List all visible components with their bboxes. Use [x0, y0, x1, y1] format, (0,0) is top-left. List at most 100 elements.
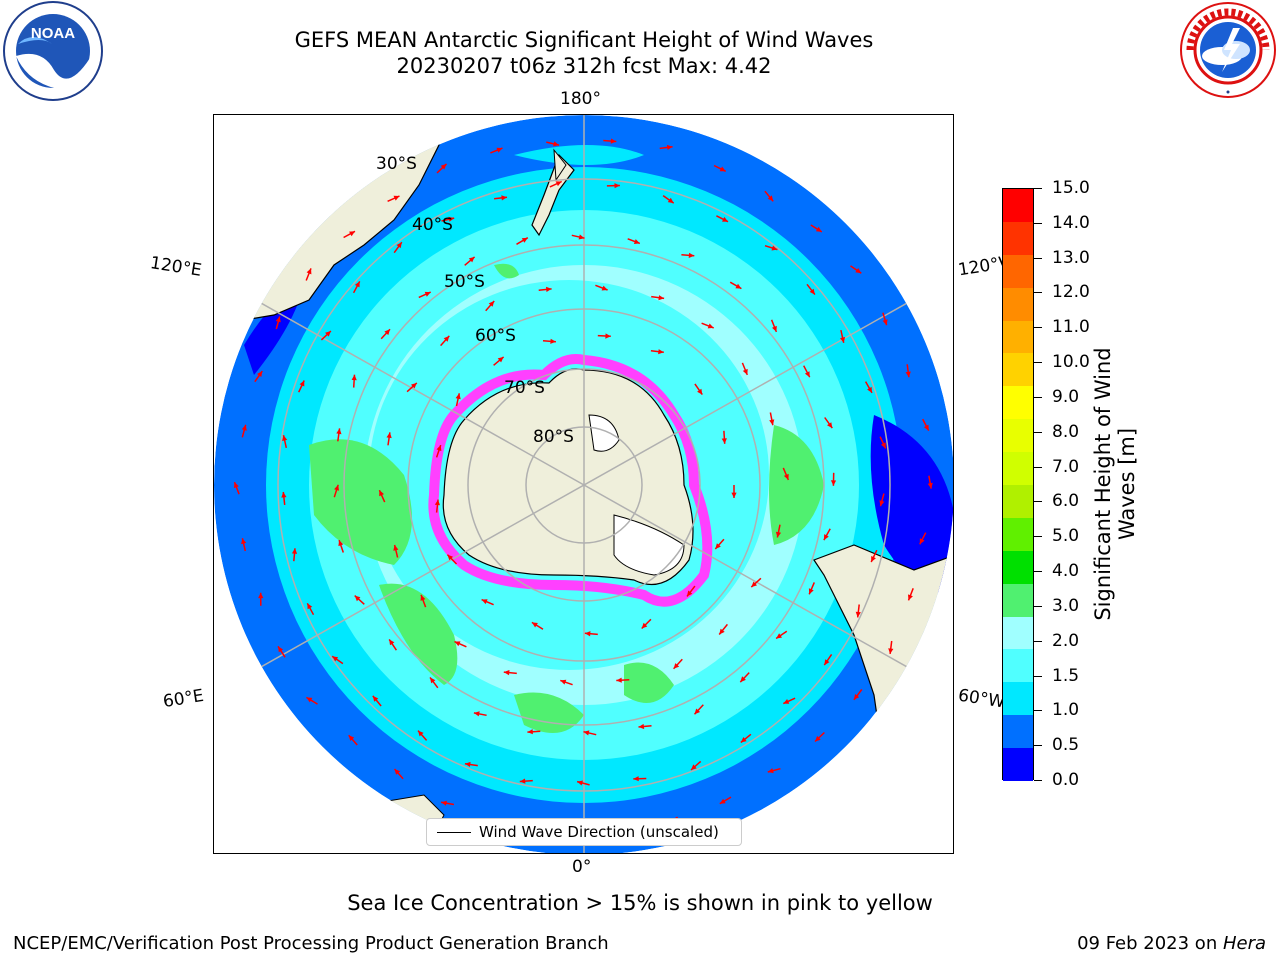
wind-arrow-head	[840, 337, 846, 343]
wind-arrow-head	[667, 197, 674, 204]
wind-arrow-head	[278, 646, 284, 653]
wind-arrow-head	[855, 268, 862, 274]
colorbar-tick-label: 2.0	[1052, 630, 1080, 651]
wind-arrow-head	[443, 335, 450, 342]
wind-arrow-head	[351, 374, 357, 381]
wind-arrow-head	[697, 388, 703, 395]
colorbar-segment	[1003, 485, 1033, 519]
wind-arrow-head	[389, 639, 395, 646]
colorbar-tick-label: 0.0	[1052, 770, 1080, 790]
lon-label-180: 180°	[560, 89, 601, 109]
lat-label-80s: 80°S	[533, 427, 574, 447]
wind-arrow-head	[550, 338, 556, 344]
wind-arrow-head	[334, 484, 339, 491]
wind-arrow-head	[441, 800, 447, 806]
colorbar-tick	[1034, 675, 1042, 677]
colorbar-tick-label: 0.5	[1052, 735, 1080, 756]
wind-arrow-head	[577, 780, 583, 786]
wind-arrow-head	[691, 764, 697, 770]
wind-arrow-head	[633, 239, 640, 244]
wind-arrow-head	[299, 380, 305, 387]
wind-arrow-head	[325, 331, 331, 337]
colorbar-tick	[1034, 571, 1042, 573]
wind-arrow-head	[827, 422, 833, 429]
colorbar-tick	[1034, 396, 1042, 398]
colorbar-tick	[1034, 605, 1042, 607]
wind-arrow-head	[830, 480, 837, 486]
wind-arrow-head	[447, 554, 453, 561]
sea-ice-edge	[428, 354, 713, 607]
wind-arrow-head	[687, 590, 693, 597]
wind-arrow-head	[241, 538, 247, 545]
wind-arrow-head	[234, 482, 239, 489]
wind-arrow-head	[735, 283, 742, 289]
wind-arrow-head	[354, 281, 360, 288]
legend-line-swatch	[437, 831, 471, 833]
wind-arrow-head	[291, 548, 298, 554]
wave-patch-west	[309, 439, 412, 565]
wind-arrow-head	[638, 723, 645, 730]
colorbar-tick-label: 8.0	[1052, 421, 1080, 442]
wind-arrow-head	[372, 695, 379, 702]
wind-arrow-head	[521, 237, 528, 243]
colorbar-tick	[1034, 292, 1042, 294]
wind-arrow-head	[905, 371, 911, 378]
wind-arrow-head	[888, 648, 894, 654]
lat-label-60s: 60°S	[475, 326, 516, 346]
wind-arrow-head	[740, 737, 747, 743]
nws-logo	[1180, 2, 1276, 98]
map-canvas: 30°S 40°S 50°S 60°S 70°S 80°S	[214, 115, 953, 853]
colorbar-tick-label: 1.5	[1052, 665, 1080, 686]
wind-arrow-head	[605, 333, 611, 339]
wind-arrow-head	[241, 424, 247, 431]
colorbar-segment	[1003, 649, 1033, 683]
wind-arrow-head	[583, 730, 590, 736]
wind-arrow-head	[420, 594, 426, 601]
wind-arrow-head	[867, 386, 872, 393]
lon-label-120e: 120°E	[148, 253, 203, 281]
colorbar-segment	[1003, 748, 1033, 782]
colorbar-tick-label: 15.0	[1052, 178, 1090, 198]
wind-arrow-head	[721, 438, 727, 444]
deep-water-east	[870, 415, 953, 595]
wind-arrow-head	[546, 286, 552, 292]
colorbar-segment	[1003, 254, 1033, 289]
wind-arrow-head	[348, 735, 355, 741]
wind-arrow-head	[775, 531, 782, 538]
wind-arrow-head	[823, 534, 829, 541]
wind-arrow-head	[306, 697, 313, 703]
colorbar-tick	[1034, 327, 1042, 329]
wind-arrow-head	[468, 256, 475, 263]
wind-arrow-head	[527, 729, 533, 735]
wind-arrow-head	[336, 428, 342, 435]
wind-arrow-head	[804, 371, 810, 378]
wind-arrow-head	[809, 288, 815, 295]
colorbar-segment	[1003, 583, 1033, 618]
colorbar-segment	[1003, 682, 1033, 716]
colorbar-tick-label: 14.0	[1052, 212, 1090, 233]
wind-arrow-head	[497, 356, 504, 363]
wind-arrow-head	[658, 295, 665, 301]
colorbar-segment	[1003, 517, 1033, 552]
colorbar-tick	[1034, 536, 1042, 538]
wind-arrow-head	[824, 659, 830, 666]
wind-arrow-head	[616, 677, 622, 683]
colorbar-tick	[1034, 780, 1042, 781]
noaa-text: NOAA	[31, 25, 75, 42]
colorbar-tick-label: 6.0	[1052, 491, 1080, 512]
credit-date-text: 09 Feb 2023 on	[1077, 933, 1223, 954]
sea-ice-footnote: Sea Ice Concentration > 15% is shown in …	[347, 891, 933, 915]
lat-label-70s: 70°S	[504, 378, 545, 398]
wind-arrow-head	[871, 556, 876, 562]
wind-arrow-head	[742, 368, 748, 375]
colorbar-segment	[1003, 386, 1033, 420]
colorbar-tick	[1034, 222, 1042, 224]
wind-arrow-head	[808, 588, 814, 595]
wind-arrow-head	[396, 242, 402, 249]
colorbar-segment	[1003, 616, 1033, 650]
colorbar-segment	[1003, 320, 1033, 354]
colorbar-tick-label: 11.0	[1052, 317, 1090, 338]
wind-arrow-head	[707, 323, 714, 329]
lat-label-50s: 50°S	[444, 272, 485, 292]
wind-arrow-head	[722, 216, 728, 222]
